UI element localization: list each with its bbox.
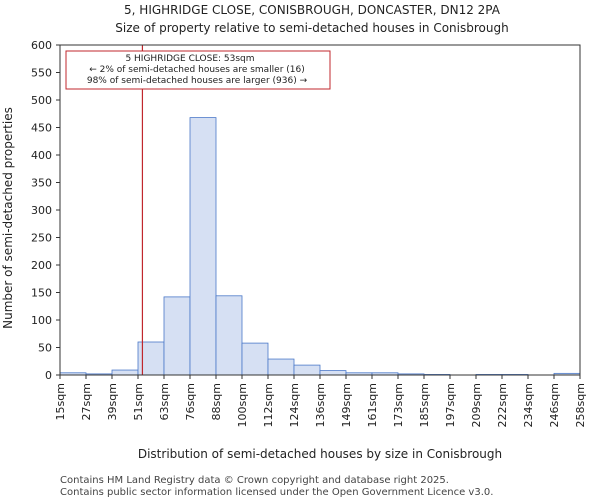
x-tick-label: 222sqm <box>496 383 509 427</box>
bar-100sqm <box>241 342 269 376</box>
bar-63sqm <box>163 296 191 376</box>
x-tick-label: 149sqm <box>340 383 353 427</box>
annotation-frame <box>65 50 331 90</box>
x-tick-label: 88sqm <box>210 383 223 420</box>
annotation-line-2: ← 2% of semi-detached houses are smaller… <box>89 65 305 75</box>
y-tick-label: 150 <box>31 287 52 300</box>
y-tick-label: 400 <box>31 149 52 162</box>
footer-line-1: Contains HM Land Registry data © Crown c… <box>60 475 449 486</box>
x-tick-label: 246sqm <box>548 383 561 427</box>
plot-area: 0 50 100 150 200 250 300 350 400 450 500 550 600 15sq… <box>31 39 587 427</box>
annotation-line-1: 5 HIGHRIDGE CLOSE: 53sqm <box>125 54 254 64</box>
x-axis-label: Distribution of semi-detached houses by … <box>138 447 502 461</box>
bar-124sqm <box>293 364 321 376</box>
x-tick-label: 112sqm <box>262 383 275 427</box>
y-axis-label: Number of semi-detached properties <box>1 107 15 329</box>
x-tick-label: 51sqm <box>132 383 145 420</box>
x-tick-label: 197sqm <box>444 383 457 427</box>
x-tick-label: 39sqm <box>106 383 119 420</box>
y-tick-label: 250 <box>31 232 52 245</box>
y-tick-label: 600 <box>31 39 52 52</box>
x-tick-label: 63sqm <box>158 383 171 420</box>
bar-88sqm <box>215 295 243 376</box>
x-tick-label: 209sqm <box>470 383 483 427</box>
annotation-line-3: 98% of semi-detached houses are larger (… <box>87 76 308 86</box>
y-tick-label: 300 <box>31 204 52 217</box>
x-tick-label: 100sqm <box>236 383 249 427</box>
bar-76sqm <box>189 117 217 376</box>
bar-39sqm <box>111 369 139 376</box>
chart-title: 5, HIGHRIDGE CLOSE, CONISBROUGH, DONCAST… <box>124 3 501 17</box>
plot-frame <box>59 44 581 376</box>
y-tick-label: 100 <box>31 314 52 327</box>
x-tick-label: 27sqm <box>80 383 93 420</box>
y-tick-label: 200 <box>31 259 52 272</box>
y-tick-label: 50 <box>38 342 52 355</box>
x-tick-label: 185sqm <box>418 383 431 427</box>
x-tick-label: 258sqm <box>574 383 587 427</box>
x-tick-label: 161sqm <box>366 383 379 427</box>
y-tick-label: 0 <box>45 369 52 382</box>
chart-subtitle: Size of property relative to semi-detach… <box>115 21 508 35</box>
bar-136sqm <box>319 370 347 376</box>
y-tick-label: 500 <box>31 94 52 107</box>
x-tick-label: 15sqm <box>54 383 67 420</box>
footer-line-2: Contains public sector information licen… <box>60 487 493 498</box>
x-tick-label: 234sqm <box>522 383 535 427</box>
y-tick-label: 450 <box>31 122 52 135</box>
x-tick-label: 173sqm <box>392 383 405 427</box>
x-tick-label: 124sqm <box>288 383 301 427</box>
y-tick-label: 350 <box>31 177 52 190</box>
x-tick-label: 76sqm <box>184 383 197 420</box>
annotation-box: 5 HIGHRIDGE CLOSE: 53sqm ← 2% of semi-de… <box>65 50 331 90</box>
x-tick-label: 136sqm <box>314 383 327 427</box>
y-tick-label: 550 <box>31 67 52 80</box>
bar-112sqm <box>267 358 295 376</box>
